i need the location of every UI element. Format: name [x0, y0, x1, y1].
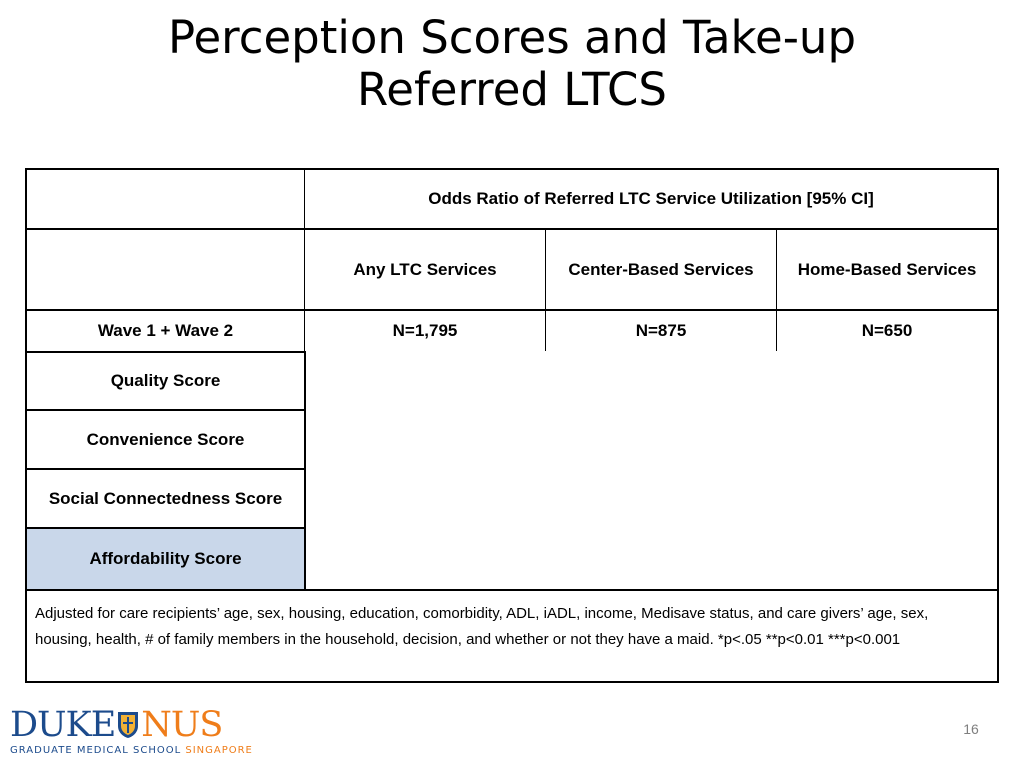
column-header-any-ltc: Any LTC Services: [304, 230, 545, 311]
column-header-center-based: Center-Based Services: [545, 230, 776, 311]
page-number: 16: [963, 721, 979, 737]
blank-results-area: [306, 351, 999, 589]
row-label-convenience-score: Convenience Score: [25, 411, 306, 470]
logo-word-duke: DUKE: [10, 705, 116, 745]
logo-subtitle: GRADUATE MEDICAL SCHOOL SINGAPORE: [10, 744, 270, 758]
slide-title-line-1: Perception Scores and Take-up: [167, 11, 857, 64]
header-main-cell: Odds Ratio of Referred LTC Service Utili…: [304, 168, 999, 230]
row-label-affordability-score: Affordability Score: [25, 529, 306, 589]
row-label-social-connectedness-score: Social Connectedness Score: [25, 470, 306, 529]
column-header-home-based: Home-Based Services: [776, 230, 999, 311]
logo-subtitle-main: GRADUATE MEDICAL SCHOOL: [10, 745, 186, 756]
n-home-based: N=650: [776, 311, 999, 351]
table-footnote: Adjusted for care recipients’ age, sex, …: [25, 589, 999, 683]
duke-nus-logo: DUKE NUS GRADUATE MEDICAL SCHOOL SINGAPO…: [10, 708, 270, 760]
n-any-ltc: N=1,795: [304, 311, 545, 351]
slide-title: Perception Scores and Take-up Referred L…: [0, 12, 1024, 116]
slide-title-line-2: Referred LTCS: [357, 63, 667, 116]
empty-column-label-cell: [25, 230, 304, 311]
wave-label-cell: Wave 1 + Wave 2: [25, 311, 304, 351]
logo-subtitle-singapore: SINGAPORE: [185, 745, 253, 756]
logo-word-nus: NUS: [141, 705, 223, 745]
empty-corner-cell: [25, 168, 304, 230]
odds-ratio-table: Odds Ratio of Referred LTC Service Utili…: [25, 168, 999, 683]
n-center-based: N=875: [545, 311, 776, 351]
row-label-quality-score: Quality Score: [25, 351, 306, 411]
shield-icon: [118, 712, 139, 738]
